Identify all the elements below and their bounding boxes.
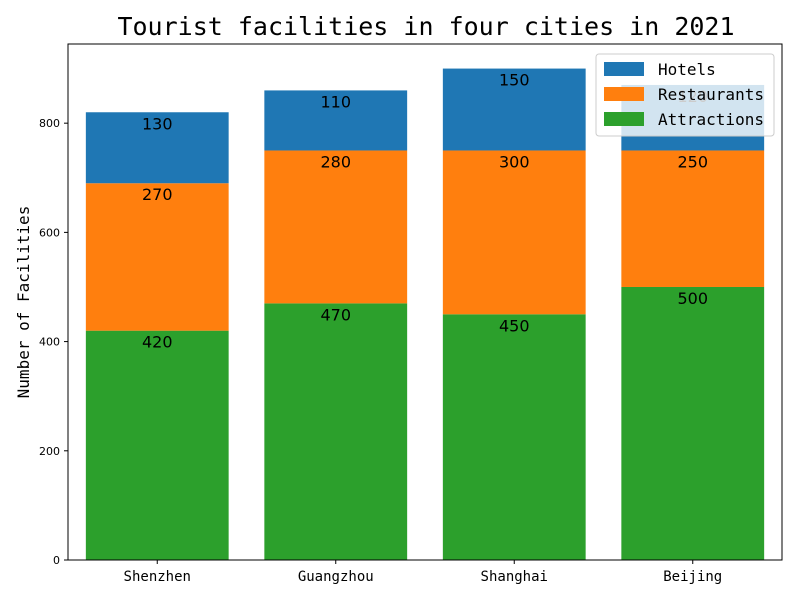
bar-restaurants-beijing — [621, 150, 765, 287]
bar-restaurants-shanghai — [442, 150, 586, 315]
data-label-hotels-shenzhen: 130 — [142, 114, 173, 133]
data-label-attractions-beijing: 500 — [677, 289, 708, 308]
y-tick-label: 600 — [39, 226, 60, 239]
legend-label-attractions: Attractions — [658, 110, 764, 129]
y-tick-label: 0 — [53, 554, 60, 567]
bar-attractions-shanghai — [442, 314, 586, 560]
legend-swatch-restaurants — [604, 87, 644, 101]
data-label-attractions-shanghai: 450 — [499, 316, 530, 335]
data-label-hotels-guangzhou: 110 — [320, 92, 351, 111]
plot-frame — [67, 43, 783, 561]
legend: Hotels Restaurants Attractions — [595, 53, 775, 137]
data-label-attractions-guangzhou: 470 — [320, 305, 351, 324]
data-label-restaurants-shanghai: 300 — [499, 152, 530, 171]
bar-hotels-guangzhou — [264, 90, 408, 151]
bar-restaurants-guangzhou — [264, 150, 408, 304]
x-tick-label-shanghai: Shanghai — [481, 569, 548, 585]
y-tick-label: 400 — [39, 336, 60, 349]
y-tick-label: 200 — [39, 445, 60, 458]
bar-restaurants-shenzhen — [85, 183, 229, 331]
legend-swatch-attractions — [604, 112, 644, 126]
chart-title: Tourist facilities in four cities in 202… — [117, 12, 734, 41]
data-label-restaurants-guangzhou: 280 — [320, 152, 351, 171]
bar-attractions-beijing — [621, 286, 765, 560]
legend-label-hotels: Hotels — [658, 60, 716, 79]
axes-group: 0 200 400 600 800 Shenzhen Guangzhou Shanghai Be… — [39, 43, 783, 585]
x-tick-label-guangzhou: Guangzhou — [298, 569, 374, 585]
bars-group — [85, 68, 765, 560]
bar-hotels-shenzhen — [85, 112, 229, 184]
y-tick-label: 800 — [39, 117, 60, 130]
data-label-hotels-shanghai: 150 — [499, 71, 530, 90]
data-label-restaurants-beijing: 250 — [677, 152, 708, 171]
data-label-restaurants-shenzhen: 270 — [142, 185, 173, 204]
bar-attractions-guangzhou — [264, 303, 408, 560]
data-label-attractions-shenzhen: 420 — [142, 333, 173, 352]
bar-attractions-shenzhen — [85, 330, 229, 560]
x-tick-label-shenzhen: Shenzhen — [124, 569, 191, 585]
bar-hotels-shanghai — [442, 68, 586, 151]
data-labels-group: 420270130470280110450300150500250120 — [142, 71, 708, 352]
legend-swatch-hotels — [604, 62, 644, 76]
x-tick-label-beijing: Beijing — [663, 569, 722, 585]
y-axis-label: Number of Facilities — [14, 206, 33, 399]
legend-label-restaurants: Restaurants — [658, 85, 764, 104]
